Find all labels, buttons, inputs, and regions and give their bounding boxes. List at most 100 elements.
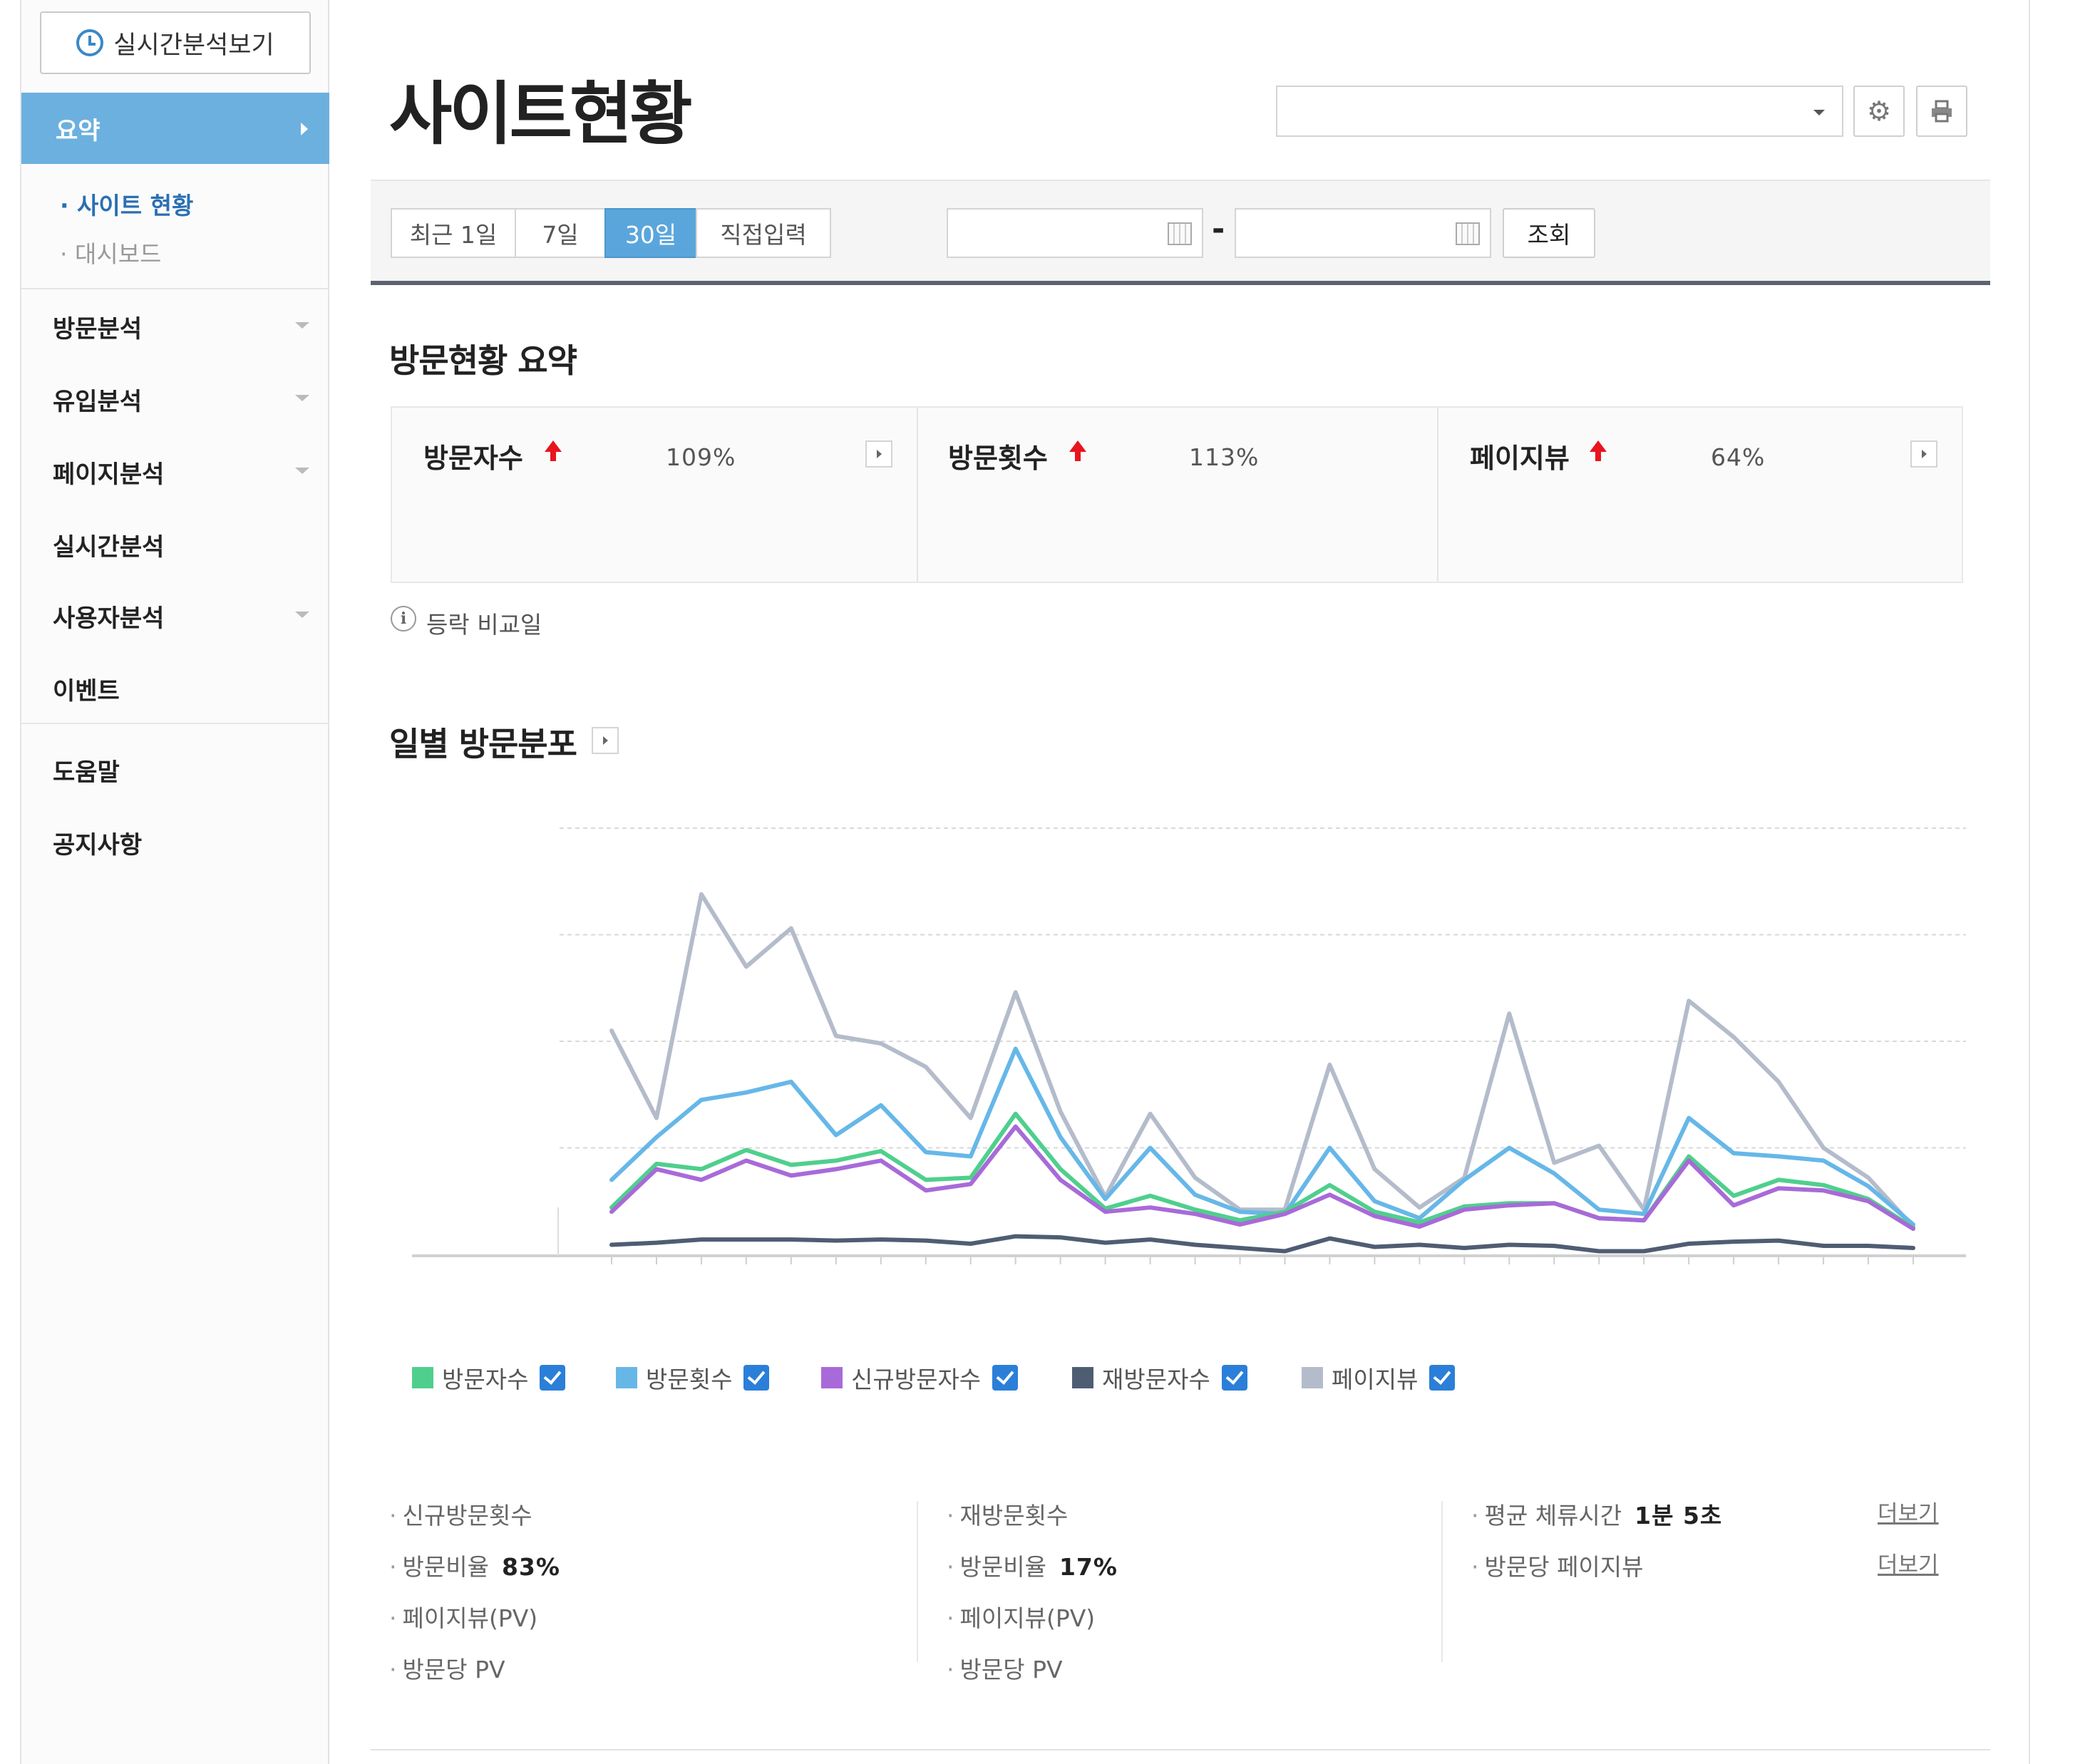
summary-divider (1437, 408, 1438, 582)
return-visit-ratio: · 방문비율 17% (947, 1553, 1118, 1581)
end-date-input[interactable] (1235, 208, 1491, 258)
up-arrow-icon (1595, 451, 1601, 461)
sidebar-item-user-analysis[interactable]: 사용자분석 (53, 604, 165, 633)
up-arrow-icon (545, 440, 562, 452)
legend-label: 신규방문자수 (851, 1366, 982, 1393)
realtime-analysis-button[interactable]: 실시간분석보기 (40, 11, 311, 74)
frame-right-border (2029, 0, 2030, 1764)
legend-label: 재방문자수 (1102, 1366, 1210, 1393)
daily-distribution-title: 일별 방문분포 (389, 725, 577, 763)
chevron-down-icon (295, 322, 309, 329)
pageviews-per-visit: · 방문당 페이지뷰 (1471, 1553, 1644, 1581)
legend-checkbox[interactable] (1221, 1365, 1247, 1391)
legend-swatch (616, 1367, 637, 1388)
clock-icon (76, 29, 104, 56)
chevron-right-icon (301, 123, 308, 135)
legend-swatch (1302, 1367, 1323, 1388)
summary-divider (917, 408, 918, 582)
legend-item-visits[interactable]: 방문횟수 (616, 1360, 770, 1396)
sidebar-item-event[interactable]: 이벤트 (53, 677, 120, 706)
visitors-more-button[interactable] (865, 440, 892, 468)
visitors-change: 109% (666, 443, 736, 471)
legend-item-new-visitors[interactable]: 신규방문자수 (821, 1360, 1019, 1396)
legend-swatch (821, 1367, 843, 1388)
chart-series-line-5 (609, 892, 1915, 1229)
legend-checkbox[interactable] (540, 1365, 566, 1391)
chart-series-line-1 (609, 1111, 1915, 1230)
query-button[interactable]: 조회 (1503, 208, 1595, 258)
stay-time-more-link[interactable]: 더보기 (1878, 1501, 1939, 1527)
new-visit-ratio: · 방문비율 83% (389, 1553, 560, 1581)
period-tab-custom[interactable]: 직접입력 (696, 208, 831, 258)
return-pageviews: · 페이지뷰(PV) (947, 1604, 1096, 1632)
visitors-label: 방문자수 (423, 443, 523, 474)
daily-distribution-more-button[interactable] (592, 727, 619, 754)
visits-change: 113% (1189, 443, 1260, 471)
realtime-analysis-label: 실시간분석보기 (113, 31, 274, 60)
legend-item-visitors[interactable]: 방문자수 (412, 1360, 566, 1396)
calendar-icon[interactable] (1456, 222, 1480, 245)
chart-series-line-4 (609, 1234, 1915, 1254)
return-pv-per-visit: · 방문당 PV (947, 1656, 1063, 1683)
new-pageviews: · 페이지뷰(PV) (389, 1604, 538, 1632)
chevron-down-icon (295, 612, 309, 618)
new-visits-title: · 신규방문횟수 (389, 1502, 532, 1530)
new-pv-per-visit: · 방문당 PV (389, 1656, 505, 1683)
legend-item-returning-visitors[interactable]: 재방문자수 (1072, 1360, 1247, 1396)
sidebar-item-notice[interactable]: 공지사항 (53, 831, 143, 860)
legend-item-pageviews[interactable]: 페이지뷰 (1302, 1360, 1456, 1396)
print-button[interactable] (1916, 86, 1967, 137)
legend-label: 방문횟수 (646, 1366, 733, 1393)
period-tab-1day[interactable]: 최근 1일 (391, 208, 516, 258)
up-arrow-icon (1590, 440, 1607, 452)
legend-swatch (1072, 1367, 1093, 1388)
sidebar-item-help[interactable]: 도움말 (53, 758, 120, 787)
legend-checkbox[interactable] (743, 1365, 770, 1391)
date-range-separator: - (1212, 211, 1225, 247)
pageviews-more-button[interactable] (1910, 440, 1937, 468)
sidebar-item-inflow-analysis[interactable]: 유입분석 (53, 388, 143, 416)
legend-checkbox[interactable] (1429, 1365, 1456, 1391)
sidebar-divider (21, 288, 329, 289)
sidebar-item-label: 요약 (56, 116, 101, 145)
stats-divider (1441, 1501, 1443, 1662)
period-tab-7days[interactable]: 7일 (515, 208, 606, 258)
legend-swatch (412, 1367, 433, 1388)
frame-left-border (20, 0, 21, 1764)
info-icon: i (391, 606, 416, 631)
sidebar-subitem-dashboard[interactable]: · 대시보드 (60, 240, 162, 268)
legend-label: 페이지뷰 (1332, 1366, 1419, 1393)
settings-button[interactable]: ⚙ (1853, 86, 1905, 137)
sidebar (21, 0, 329, 1764)
compare-date-label: 등락 비교일 (426, 611, 542, 639)
stats-divider (917, 1501, 918, 1662)
chart-series-line-2 (609, 1046, 1915, 1227)
site-select[interactable] (1276, 86, 1843, 137)
start-date-input[interactable] (947, 208, 1203, 258)
avg-stay-time: · 평균 체류시간 1분 5초 (1471, 1502, 1723, 1530)
printer-icon (1932, 100, 1952, 123)
pageviews-label: 페이지뷰 (1470, 443, 1570, 474)
sidebar-item-visit-analysis[interactable]: 방문분석 (53, 315, 143, 344)
legend-label: 방문자수 (442, 1366, 529, 1393)
summary-title: 방문현황 요약 (389, 341, 577, 380)
sidebar-item-summary[interactable]: 요약 (21, 93, 329, 164)
dropdown-arrow-icon (1813, 110, 1825, 115)
sidebar-item-page-analysis[interactable]: 페이지분석 (53, 460, 165, 489)
daily-visit-chart (412, 827, 1966, 1264)
up-arrow-icon (1069, 440, 1086, 452)
pageviews-change: 64% (1711, 443, 1766, 471)
chevron-down-icon (295, 468, 309, 474)
visits-label: 방문횟수 (948, 443, 1048, 474)
calendar-icon[interactable] (1168, 222, 1192, 245)
period-tab-30days[interactable]: 30일 (604, 208, 697, 258)
sidebar-subitem-site-status[interactable]: · 사이트 현황 (60, 192, 194, 220)
sidebar-item-realtime-analysis[interactable]: 실시간분석 (53, 533, 165, 562)
return-visits-title: · 재방문횟수 (947, 1502, 1069, 1530)
legend-checkbox[interactable] (992, 1365, 1019, 1391)
content-bottom-divider (371, 1749, 1990, 1750)
pv-per-visit-more-link[interactable]: 더보기 (1878, 1552, 1939, 1578)
chart-series-line-3 (609, 1124, 1915, 1232)
summary-box (391, 406, 1963, 583)
page-title: 사이트현황 (389, 74, 693, 154)
